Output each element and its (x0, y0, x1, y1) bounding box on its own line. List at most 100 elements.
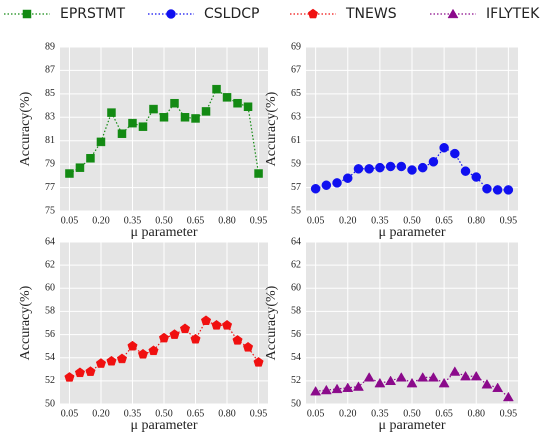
data-point (169, 329, 180, 339)
data-point (191, 114, 200, 123)
data-point (233, 98, 242, 108)
data-point (450, 148, 460, 159)
y-tick-label: 62 (45, 259, 55, 270)
y-tick-label: 83 (45, 112, 55, 123)
x-tick-label: 0.50 (155, 408, 173, 419)
data-point (482, 183, 492, 194)
y-tick-label: 67 (291, 65, 301, 76)
legend-marker (22, 9, 32, 19)
y-axis-label: Accuracy(%) (18, 285, 33, 360)
data-point (85, 366, 96, 376)
data-point (96, 137, 106, 147)
y-tick-label: 52 (45, 375, 55, 386)
data-point (116, 353, 128, 364)
legend-label: CSLDCP (204, 6, 259, 22)
y-tick-label: 61 (291, 135, 301, 146)
y-tick-label: 56 (291, 329, 301, 340)
data-point (385, 375, 397, 386)
data-point (363, 372, 375, 382)
x-axis-label: μ parameter (131, 418, 198, 433)
x-tick-label: 0.50 (155, 215, 173, 226)
x-tick-label: 0.50 (403, 408, 421, 419)
x-tick-label: 0.35 (371, 215, 389, 226)
y-tick-label: 85 (45, 88, 55, 99)
data-point (180, 113, 190, 122)
y-tick-label: 89 (45, 41, 55, 52)
data-point (232, 335, 243, 345)
y-tick-label: 58 (45, 306, 55, 317)
x-tick-label: 0.20 (92, 215, 110, 226)
x-tick-label: 0.95 (500, 408, 518, 419)
y-tick-label: 64 (45, 236, 55, 247)
data-point (159, 113, 169, 122)
data-point (221, 320, 233, 330)
x-axis-label: μ parameter (379, 225, 446, 240)
x-tick-label: 0.80 (218, 408, 236, 419)
data-point (471, 172, 481, 182)
data-point (439, 142, 449, 153)
y-tick-label: 64 (291, 236, 301, 247)
legend-label: IFLYTEK (486, 6, 540, 22)
y-tick-label: 54 (291, 352, 301, 363)
data-point (353, 381, 364, 391)
y-tick-label: 81 (45, 135, 55, 146)
legend-marker (166, 9, 176, 19)
data-point (449, 366, 461, 376)
data-point (137, 348, 149, 359)
y-tick-label: 50 (45, 398, 55, 409)
data-point (243, 102, 253, 111)
data-point (460, 166, 471, 176)
data-point (353, 164, 364, 174)
x-tick-label: 0.05 (307, 408, 325, 419)
x-tick-label: 0.05 (61, 215, 79, 226)
y-tick-label: 54 (45, 352, 55, 363)
x-axis-label: μ parameter (131, 225, 198, 240)
data-point (375, 162, 385, 173)
data-point (396, 161, 407, 172)
data-point (170, 98, 179, 108)
data-point (364, 164, 374, 174)
data-point (470, 370, 482, 381)
data-point (254, 169, 263, 178)
data-point (107, 108, 116, 117)
x-tick-label: 0.95 (250, 408, 268, 419)
data-point (65, 169, 74, 178)
data-point (406, 377, 418, 388)
y-axis-label: Accuracy(%) (264, 285, 279, 360)
data-point (106, 355, 117, 366)
data-point (503, 185, 514, 195)
y-tick-label: 59 (291, 158, 301, 169)
x-tick-label: 0.65 (187, 408, 205, 419)
data-point (127, 340, 138, 351)
data-point (428, 157, 439, 167)
data-point (310, 385, 322, 396)
data-point (417, 162, 428, 173)
x-tick-label: 0.80 (218, 215, 236, 226)
data-point (95, 358, 107, 368)
data-point (417, 372, 429, 382)
legend-marker (447, 8, 459, 19)
data-point (502, 391, 514, 402)
data-point (321, 180, 332, 190)
x-tick-label: 0.65 (435, 215, 453, 226)
legend-marker (307, 8, 319, 19)
data-point (212, 84, 221, 94)
x-axis-label: μ parameter (379, 418, 446, 433)
data-point (385, 161, 396, 172)
data-point (201, 107, 211, 116)
x-tick-label: 0.35 (371, 408, 389, 419)
data-point (438, 377, 450, 388)
data-point (158, 332, 170, 343)
data-point (342, 382, 354, 392)
y-tick-label: 63 (291, 112, 301, 123)
data-point (74, 367, 86, 378)
y-tick-label: 77 (45, 182, 55, 193)
x-tick-label: 0.65 (435, 408, 453, 419)
data-point (310, 183, 321, 194)
y-tick-label: 50 (291, 398, 301, 409)
x-tick-label: 0.35 (124, 408, 142, 419)
data-point (320, 384, 332, 395)
x-tick-label: 0.95 (250, 215, 268, 226)
x-tick-label: 0.35 (124, 215, 142, 226)
